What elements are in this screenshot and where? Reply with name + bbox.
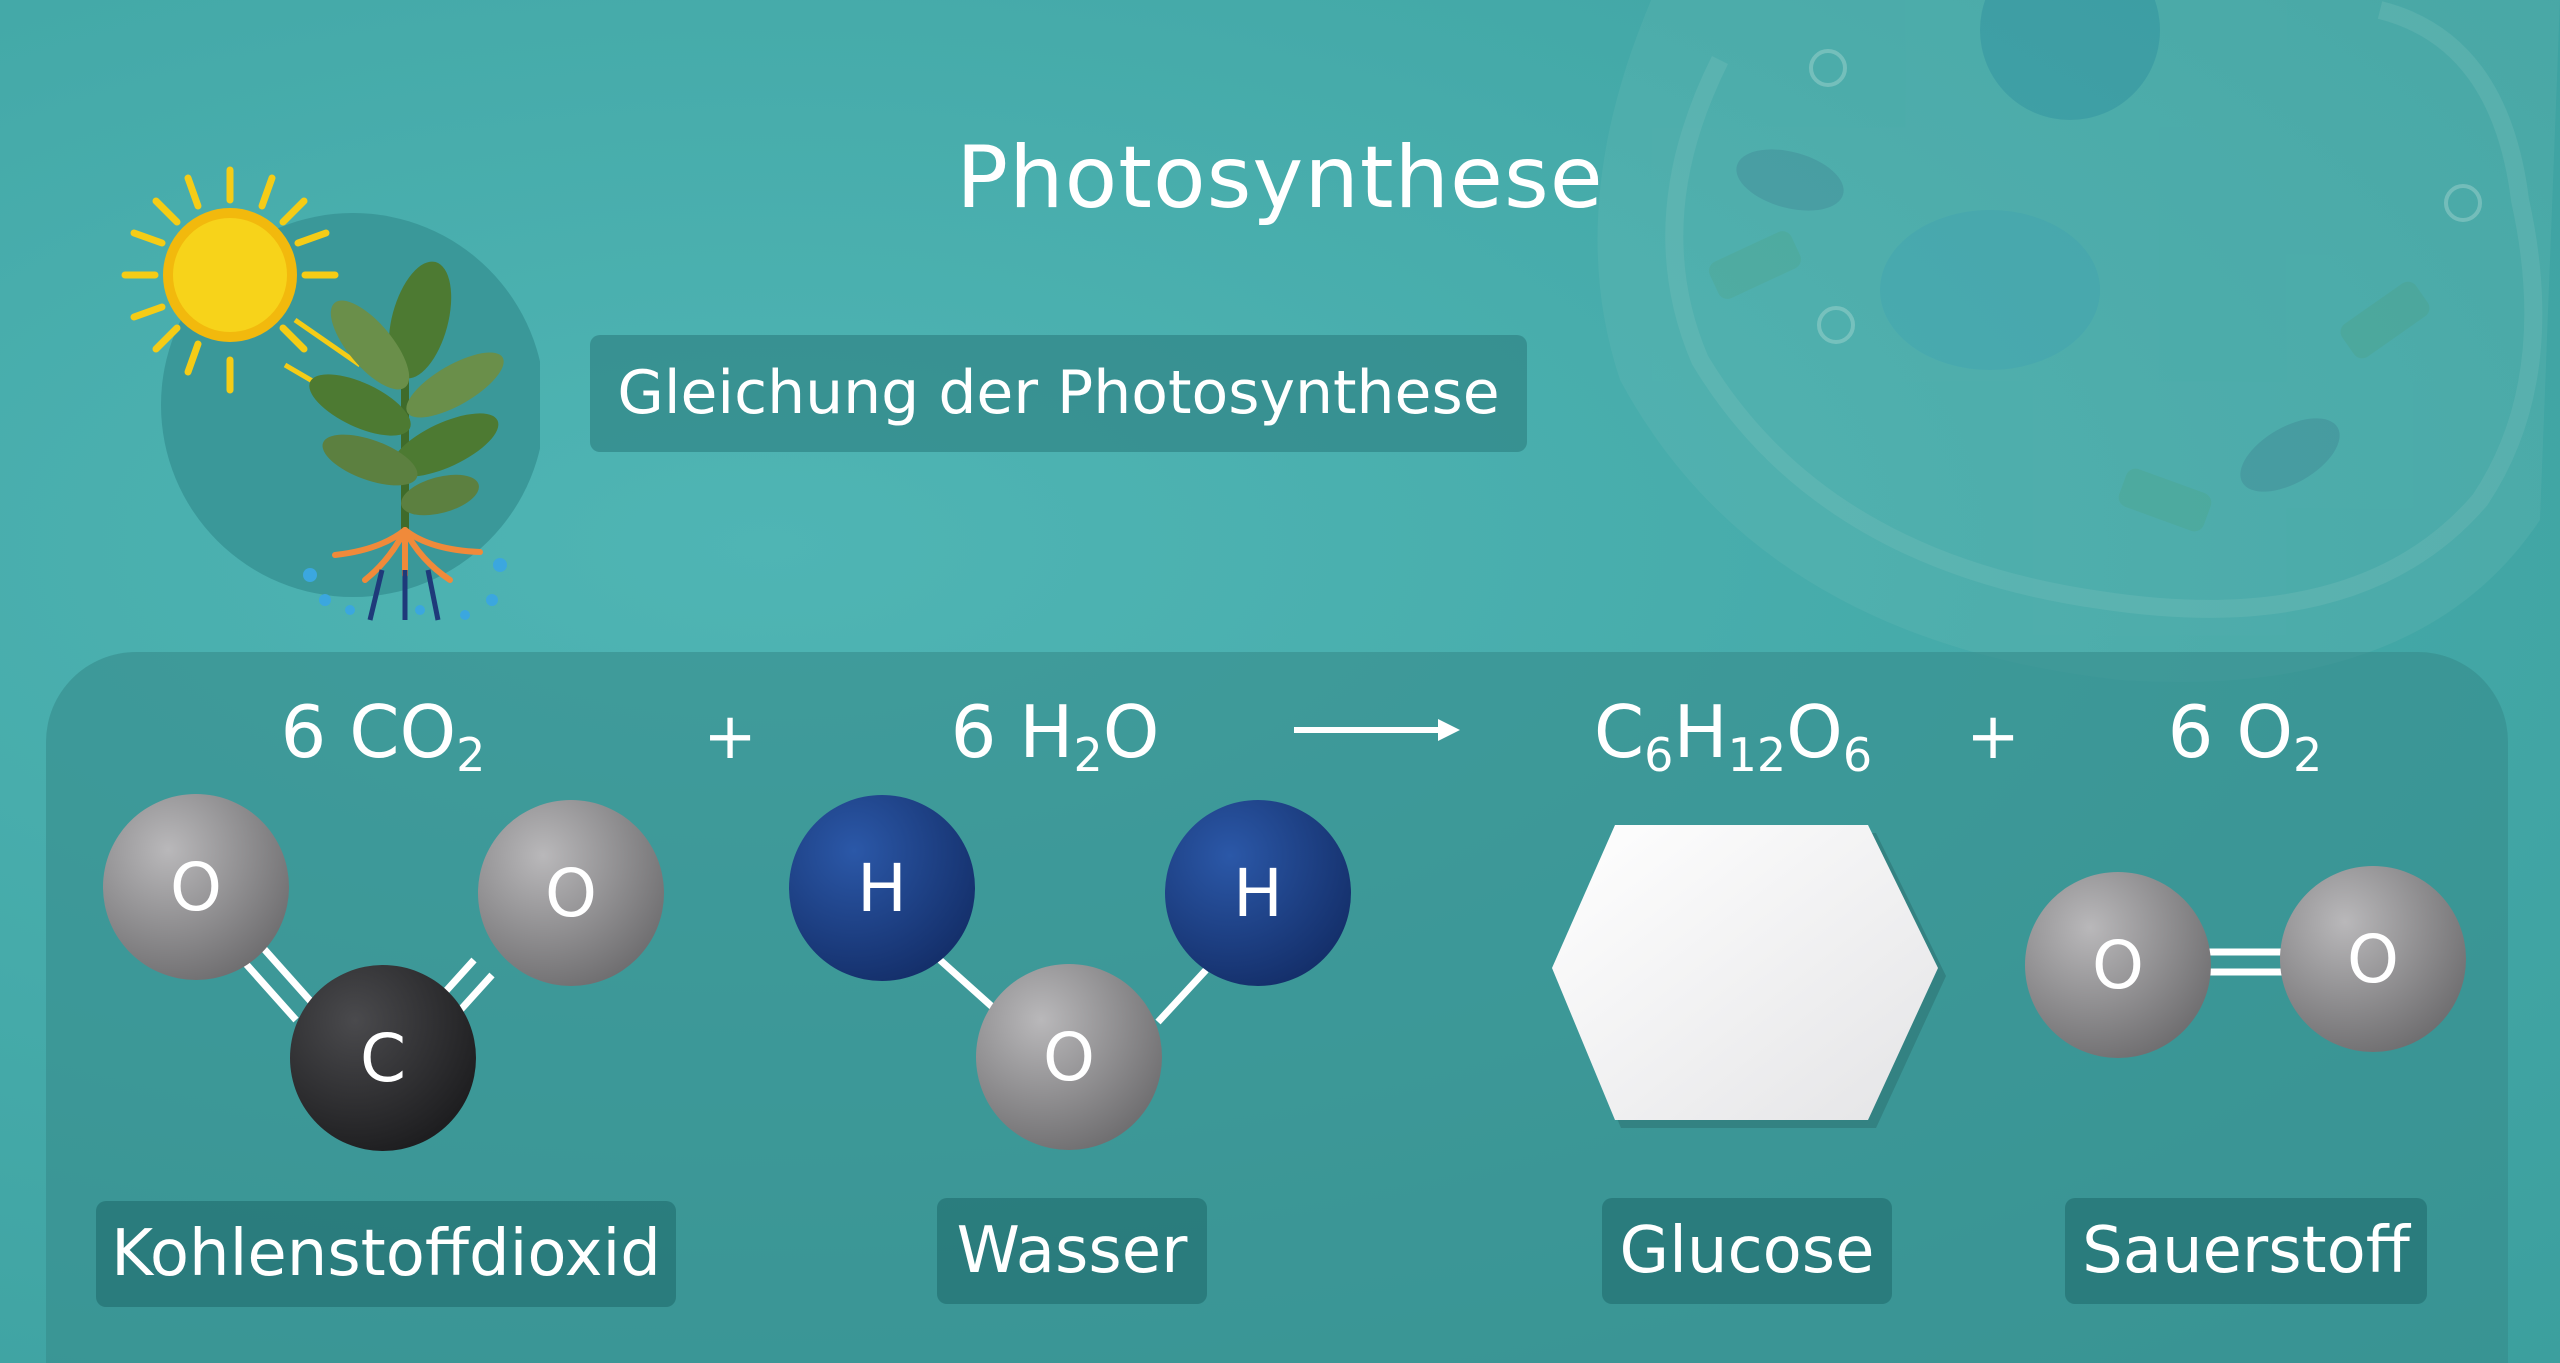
atom-label: O [1043,1019,1095,1096]
page-title: Photosynthese [956,128,1604,228]
atom-label: O [2347,921,2399,998]
hydrogen-atom [789,795,975,981]
hydrogen-atom [1165,800,1351,986]
label-kohlenstoffdioxid: Kohlenstoffdioxid [96,1201,676,1307]
reaction-arrow-icon [1294,719,1460,741]
atom-label: H [1233,855,1283,932]
oxygen-atom [976,964,1162,1150]
oxygen-atom [2280,866,2466,1052]
atom-label: O [545,855,597,932]
formula-h2o: 6 H2O [950,690,1160,782]
formula-glucose: C6H12O6 [1593,690,1873,782]
label-wasser: Wasser [937,1198,1207,1304]
oxygen-atom [103,794,289,980]
carbon-atom [290,965,476,1151]
co2-molecule: O O C [103,794,664,1151]
sun-plant-icon [121,166,540,621]
label-sauerstoff: Sauerstoff [2065,1198,2427,1304]
atom-label: C [360,1020,406,1097]
formula-o2: 6 O2 [2167,690,2323,782]
subtitle-box: Gleichung der Photosynthese [590,335,1527,452]
atom-label: H [857,850,907,927]
glucose-hexagon [1552,825,1938,1120]
plus-sign: + [703,700,757,774]
oxygen-atom [478,800,664,986]
atom-label: O [170,849,222,926]
atom-label: O [2092,927,2144,1004]
o2-molecule: O O [2025,866,2466,1058]
label-glucose: Glucose [1602,1198,1892,1304]
plus-sign: + [1966,700,2020,774]
h2o-molecule: H H O [789,795,1351,1150]
oxygen-atom [2025,872,2211,1058]
formula-co2: 6 CO2 [280,690,486,782]
